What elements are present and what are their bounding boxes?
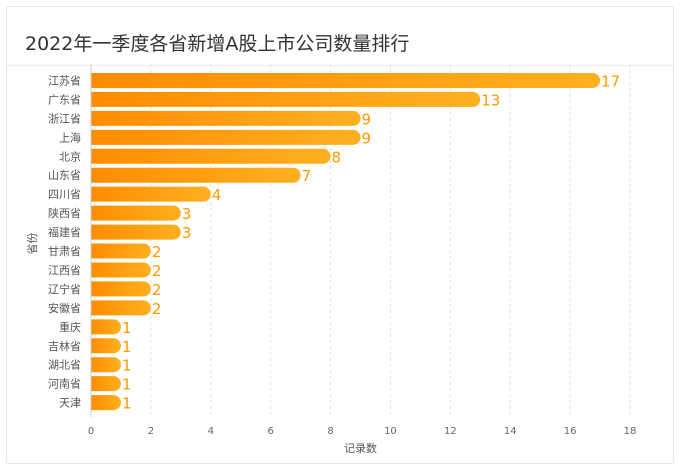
- x-axis-title: 记录数: [344, 442, 377, 455]
- bar: [91, 243, 151, 259]
- value-label: 1: [122, 338, 132, 356]
- bar: [91, 224, 181, 240]
- category-label: 陕西省: [48, 206, 81, 220]
- bar: [91, 72, 601, 88]
- value-label: 2: [152, 262, 162, 280]
- value-label: 13: [481, 91, 500, 109]
- value-label: 3: [182, 205, 192, 223]
- value-label: 1: [122, 357, 132, 375]
- category-label: 浙江省: [48, 112, 81, 125]
- category-label: 江苏省: [48, 74, 81, 87]
- category-label: 广东省: [48, 93, 81, 106]
- value-label: 17: [601, 72, 620, 90]
- value-label: 3: [182, 224, 192, 242]
- category-label: 重庆: [59, 320, 81, 334]
- bar: [91, 186, 211, 202]
- value-label: 7: [302, 167, 312, 185]
- category-label: 甘肃省: [48, 245, 81, 258]
- category-label: 江西省: [48, 264, 81, 277]
- category-label: 北京: [59, 149, 81, 163]
- category-label: 安徽省: [48, 301, 81, 315]
- value-label: 2: [152, 243, 162, 261]
- value-label: 2: [152, 300, 162, 318]
- category-label: 河南省: [48, 378, 81, 391]
- title-divider: [7, 65, 673, 66]
- x-tick-label: 12: [444, 426, 457, 437]
- bar: [91, 357, 121, 373]
- category-label: 辽宁省: [48, 282, 81, 296]
- bar: [91, 129, 361, 145]
- bar: [91, 281, 151, 297]
- bar: [91, 110, 361, 126]
- x-tick-label: 16: [564, 426, 577, 437]
- y-axis-title: 省份: [26, 233, 39, 255]
- category-label: 天津: [59, 397, 81, 410]
- value-label: 9: [362, 129, 372, 147]
- value-label: 1: [122, 319, 132, 337]
- category-label: 湖北省: [48, 359, 81, 372]
- bar: [91, 148, 331, 164]
- category-label: 上海: [59, 130, 81, 144]
- x-tick-label: 18: [624, 426, 637, 437]
- bar: [91, 319, 121, 335]
- value-label: 9: [362, 110, 372, 128]
- value-label: 2: [152, 281, 162, 299]
- chart-title: 2022年一季度各省新增A股上市公司数量排行: [25, 33, 410, 55]
- value-label: 4: [212, 186, 222, 204]
- x-tick-label: 10: [384, 426, 397, 437]
- bar: [91, 300, 151, 316]
- grid-lines: [150, 64, 631, 418]
- bar: [91, 376, 121, 392]
- category-label: 吉林省: [48, 339, 81, 353]
- x-tick-label: 2: [148, 426, 154, 437]
- category-label: 山东省: [48, 169, 81, 182]
- bar: [91, 395, 121, 411]
- x-tick-label: 6: [267, 426, 273, 437]
- x-tick-label: 0: [88, 426, 94, 437]
- value-label: 8: [332, 148, 342, 166]
- category-label: 四川省: [48, 188, 81, 201]
- value-label: 1: [122, 395, 132, 413]
- bar: [91, 205, 181, 221]
- x-tick-label: 8: [327, 426, 333, 437]
- x-tick-label: 4: [208, 426, 214, 437]
- bar: [91, 338, 121, 354]
- bars: [91, 72, 601, 411]
- bar: [91, 91, 481, 107]
- x-tick-label: 14: [504, 426, 517, 437]
- bar: [91, 262, 151, 278]
- category-label: 福建省: [48, 225, 81, 239]
- value-label: 1: [122, 376, 132, 394]
- bar: [91, 167, 301, 183]
